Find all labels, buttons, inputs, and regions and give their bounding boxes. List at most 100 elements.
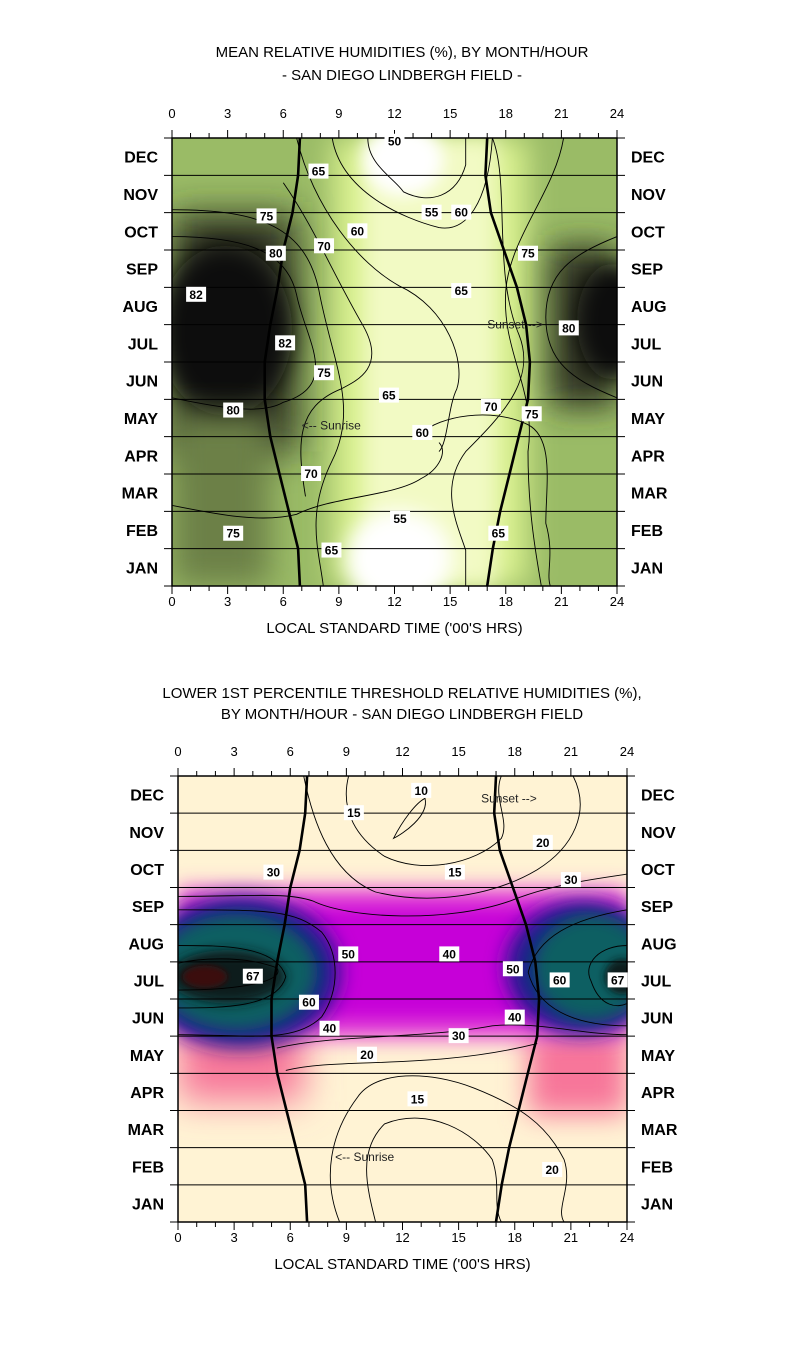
month-label-right: NOV	[631, 187, 666, 204]
month-label-left: JUN	[132, 1011, 164, 1028]
contour-line	[276, 1024, 627, 1049]
x-tick-label-bottom: 3	[231, 1230, 238, 1245]
month-label-left: SEP	[126, 262, 158, 279]
contour-label: 60	[298, 994, 319, 1010]
month-label-right: JAN	[631, 560, 663, 577]
contour-label-box	[532, 834, 553, 850]
x-tick-label-bottom: 18	[508, 1230, 522, 1245]
annotation-label: <-- Sunrise	[302, 418, 361, 432]
contour-label-text: 60	[351, 224, 365, 238]
x-tick-label-bottom: 9	[335, 594, 342, 609]
contour-label-box	[223, 525, 244, 541]
month-label-left: JAN	[132, 1196, 164, 1213]
contour-label-box	[451, 204, 472, 220]
contour-label-box	[607, 972, 628, 988]
x-tick-label-bottom: 9	[343, 1230, 350, 1245]
contour-label-text: 30	[267, 866, 281, 880]
sunrise-curve	[270, 775, 309, 1223]
x-tick-label-top: 3	[224, 106, 231, 121]
contour-label-box	[542, 1161, 563, 1177]
month-label-right: NOV	[641, 825, 676, 842]
heatmap-shading	[576, 263, 617, 380]
contour-label-box	[256, 208, 277, 224]
heatmap-shading	[172, 415, 270, 586]
contour-label: 50	[384, 133, 405, 149]
contour-label-text: 80	[269, 247, 283, 261]
contour-label: 10	[411, 782, 432, 798]
contour-label-box	[338, 946, 359, 962]
contour-label: 50	[338, 946, 359, 962]
sunset-curve	[492, 775, 541, 1223]
contour-label-box	[314, 365, 335, 381]
contour-label: 65	[378, 387, 399, 403]
sunrise-curve	[263, 137, 302, 587]
month-label-right: AUG	[631, 299, 667, 316]
month-label-left: APR	[130, 1085, 164, 1102]
month-label-left: FEB	[132, 1159, 164, 1176]
contour-label: 80	[223, 402, 244, 418]
month-label-left: OCT	[124, 224, 158, 241]
month-label-right: DEC	[631, 150, 665, 167]
contour-label-text: 20	[360, 1048, 374, 1062]
contour-label: 80	[265, 245, 286, 261]
contour-line	[366, 1117, 502, 1222]
sunset-curve	[484, 137, 532, 587]
x-tick-label-top: 18	[499, 106, 513, 121]
x-tick-label-top: 15	[443, 106, 457, 121]
month-label-right: MAY	[641, 1048, 675, 1065]
month-label-right: SEP	[641, 899, 673, 916]
month-label-right: MAR	[631, 486, 668, 503]
x-tick-label-bottom: 3	[224, 594, 231, 609]
x-tick-label-top: 0	[168, 106, 175, 121]
month-label-right: JAN	[641, 1196, 673, 1213]
contour-label-box	[298, 994, 319, 1010]
contour-label: 60	[451, 204, 472, 220]
x-tick-label-bottom: 6	[280, 594, 287, 609]
contour-label-text: 75	[260, 209, 274, 223]
contour-line	[504, 138, 565, 586]
contour-label: 15	[444, 864, 465, 880]
contour-label-text: 30	[452, 1029, 466, 1043]
month-label-left: NOV	[123, 187, 158, 204]
contour-label: 40	[504, 1009, 525, 1025]
x-tick-label-bottom: 18	[499, 594, 513, 609]
month-label-right: FEB	[631, 523, 663, 540]
x-tick-label-top: 9	[343, 744, 350, 759]
contour-label-box	[444, 864, 465, 880]
contour-line	[331, 138, 493, 229]
month-label-left: MAR	[122, 486, 159, 503]
annotation-label: Sunset -->	[481, 791, 537, 805]
contour-label: 60	[412, 424, 433, 440]
contour-label-box	[521, 406, 542, 422]
contour-label-box	[448, 1028, 469, 1044]
contour-label-box	[558, 320, 579, 336]
contour-label-text: 65	[492, 527, 506, 541]
x-tick-label-top: 9	[335, 106, 342, 121]
contour-line	[588, 945, 627, 1007]
contour-label-text: 40	[323, 1022, 337, 1036]
contour-line	[451, 138, 525, 586]
x-tick-label-top: 6	[287, 744, 294, 759]
contour-label-text: 50	[506, 962, 520, 976]
contour-label: 15	[343, 805, 364, 821]
contour-label: 20	[532, 834, 553, 850]
chart2-subtitle: BY MONTH/HOUR - SAN DIEGO LINDBERGH FIEL…	[220, 706, 584, 723]
contour-label-text: 40	[508, 1011, 522, 1025]
contour-label-text: 65	[382, 389, 396, 403]
heatmap-shading	[182, 965, 228, 988]
contour-label-box	[314, 238, 335, 254]
month-label-right: MAR	[641, 1122, 678, 1139]
heatmap-shading	[363, 138, 444, 197]
month-label-right: OCT	[641, 862, 675, 879]
contour-label-text: 67	[611, 973, 625, 987]
month-label-left: JUL	[134, 973, 164, 990]
contour-label-text: 15	[347, 806, 361, 820]
month-label-right: MAY	[631, 411, 665, 428]
month-label-left: DEC	[124, 150, 158, 167]
chart2-title: LOWER 1ST PERCENTILE THRESHOLD RELATIVE …	[162, 685, 642, 702]
contour-label-text: 55	[393, 512, 407, 526]
contour-label-text: 82	[278, 336, 292, 350]
contour-label-box	[384, 133, 405, 149]
contour-label-text: 30	[564, 873, 578, 887]
contour-label-box	[390, 510, 411, 526]
